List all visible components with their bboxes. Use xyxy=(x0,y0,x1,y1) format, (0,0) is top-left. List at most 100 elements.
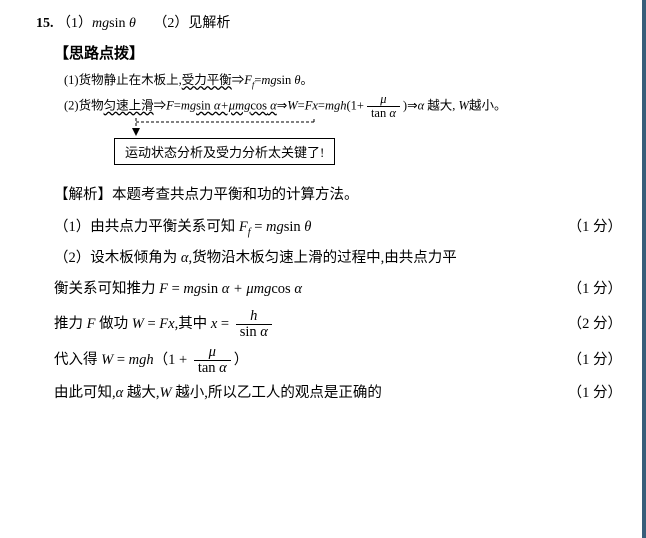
h2da: α xyxy=(386,106,396,120)
h2arrow1: ⇒ xyxy=(154,99,167,113)
l4eq2: = xyxy=(217,316,232,332)
l3F: F xyxy=(159,281,168,297)
line-4: 推力 F 做功 W = Fx,其中 x = hsin α （2 分） xyxy=(54,306,622,342)
h2a1: α+μmg xyxy=(211,99,251,113)
dashed-arrow-icon xyxy=(124,118,324,140)
h1mg: mg xyxy=(261,73,276,87)
l5-content: 代入得 W = mgh（1 + μtan α ） xyxy=(54,342,248,378)
l3sin: sin xyxy=(201,281,218,297)
h1th: θ xyxy=(291,73,300,87)
h2t2: 越小。 xyxy=(469,99,507,113)
l6-content: 由此可知,α 越大,W 越小,所以乙工人的观点是正确的 xyxy=(54,378,382,409)
h2arrow3: ⇒ xyxy=(407,99,417,113)
question-header: 15. （1）mgsin θ （2）见解析 xyxy=(36,12,622,32)
l6W: W xyxy=(160,385,172,401)
l4c: ,其中 xyxy=(175,316,211,332)
jiexi-text: 本题考查共点力平衡和功的计算方法。 xyxy=(112,187,359,203)
l4num: h xyxy=(236,309,272,324)
l3mg: mg xyxy=(183,281,201,297)
l3eq: = xyxy=(168,281,183,297)
l1eq: = xyxy=(251,219,266,235)
ans2: （2）见解析 xyxy=(153,16,230,31)
l4-content: 推力 F 做功 W = Fx,其中 x = hsin α xyxy=(54,306,275,342)
h2t1: 越大, xyxy=(424,99,458,113)
l5rp: ） xyxy=(234,352,249,368)
l3-content: 衡关系可知推力 F = mgsin α + μmgcos α xyxy=(54,274,302,305)
h2num: μ xyxy=(367,93,400,106)
line-6: 由此可知,α 越大,W 越小,所以乙工人的观点是正确的 （1 分） xyxy=(54,378,622,409)
h2arrow2: ⇒ xyxy=(277,99,287,113)
l5num: μ xyxy=(194,345,231,360)
l3-score: （1 分） xyxy=(556,274,622,305)
h2eW: W xyxy=(459,99,469,113)
line-1: （1）由共点力平衡关系可知 Ff = mgsin θ （1 分） xyxy=(54,212,622,244)
hint-block: (1)货物静止在木板上,受力平衡⇒Ff=mgsin θ。 (2)货物匀速上滑⇒F… xyxy=(64,69,622,120)
l1mg: mg xyxy=(266,219,284,235)
h2W: W xyxy=(287,99,297,113)
l6-score: （1 分） xyxy=(556,378,622,409)
l1-score: （1 分） xyxy=(556,212,622,243)
l5a: 代入得 xyxy=(54,352,101,368)
ans1-mg: mg xyxy=(92,16,109,31)
l5da: α xyxy=(216,360,227,376)
h2a: (2)货物 xyxy=(64,99,104,113)
h2a2: α xyxy=(267,99,277,113)
h2mgh: mgh xyxy=(325,99,347,113)
l4b: 做功 xyxy=(95,316,131,332)
h2F: F xyxy=(166,99,174,113)
solution-body: 【解析】本题考查共点力平衡和功的计算方法。 （1）由共点力平衡关系可知 Ff =… xyxy=(54,180,622,409)
l1F: F xyxy=(239,219,248,235)
l4da: α xyxy=(257,324,268,340)
h2sin: sin xyxy=(196,99,211,113)
l5-score: （1 分） xyxy=(556,342,622,378)
l1th: θ xyxy=(301,219,312,235)
ans1-sin: sin xyxy=(109,16,125,31)
line-5: 代入得 W = mgh（1 + μtan α ） （1 分） xyxy=(54,342,622,378)
arrow-box: 运动状态分析及受力分析太关键了! xyxy=(114,124,622,166)
h1wavy: 受力平衡 xyxy=(182,73,232,87)
q-number: 15. xyxy=(36,16,54,31)
hint-line-1: (1)货物静止在木板上,受力平衡⇒Ff=mgsin θ。 xyxy=(64,69,622,93)
h2mg: mg xyxy=(181,99,196,113)
l3a1: α + μmg xyxy=(218,281,271,297)
l1a: （1）由共点力平衡关系可知 xyxy=(54,219,239,235)
l6b: 越大, xyxy=(123,385,159,401)
h2Fx: Fx xyxy=(305,99,318,113)
h1end: 。 xyxy=(301,73,314,87)
jiexi-label: 【解析】 xyxy=(54,187,112,203)
l5eq: = xyxy=(113,352,128,368)
l6a: 由此可知, xyxy=(54,385,116,401)
l2b: ,货物沿木板匀速上滑的过程中,由共点力平 xyxy=(189,250,457,266)
h1a: (1)货物静止在木板上, xyxy=(64,73,182,87)
l4Fx: Fx xyxy=(159,316,174,332)
l5tan: tan xyxy=(198,360,216,376)
h1sin: sin xyxy=(277,73,292,87)
hint-title: 【思路点拨】 xyxy=(54,42,622,63)
l3a: 衡关系可知推力 xyxy=(54,281,159,297)
line-3: 衡关系可知推力 F = mgsin α + μmgcos α （1 分） xyxy=(54,274,622,305)
l2a: （2）设木板倾角为 xyxy=(54,250,181,266)
l4-score: （2 分） xyxy=(556,306,622,342)
h2eq3: = xyxy=(318,99,325,113)
h1arrow: ⇒ xyxy=(232,73,245,87)
l1-content: （1）由共点力平衡关系可知 Ff = mgsin θ xyxy=(54,212,311,244)
h2wavy: 匀速上滑 xyxy=(104,99,154,113)
hint-line-2: (2)货物匀速上滑⇒F=mgsin α+μmgcos α⇒W=Fx=mgh(1+… xyxy=(64,93,622,120)
l3cos: cos xyxy=(271,281,290,297)
l5mgh: mgh xyxy=(129,352,154,368)
l4eq: = xyxy=(144,316,159,332)
h2eq: = xyxy=(174,99,181,113)
key-box-text: 运动状态分析及受力分析太关键了! xyxy=(114,138,335,165)
l5lp: （1 + xyxy=(154,352,191,368)
page: 15. （1）mgsin θ （2）见解析 【思路点拨】 (1)货物静止在木板上… xyxy=(0,0,646,538)
ans1-theta: θ xyxy=(129,16,136,31)
h2eq2: = xyxy=(298,99,305,113)
ans1-prefix: （1） xyxy=(57,16,92,31)
h2cos: cos xyxy=(250,99,267,113)
l4dsin: sin xyxy=(240,324,257,340)
l5W: W xyxy=(101,352,113,368)
l4W: W xyxy=(132,316,144,332)
l6c: 越小,所以乙工人的观点是正确的 xyxy=(172,385,382,401)
l3a2: α xyxy=(291,281,302,297)
l2al: α xyxy=(181,250,189,266)
